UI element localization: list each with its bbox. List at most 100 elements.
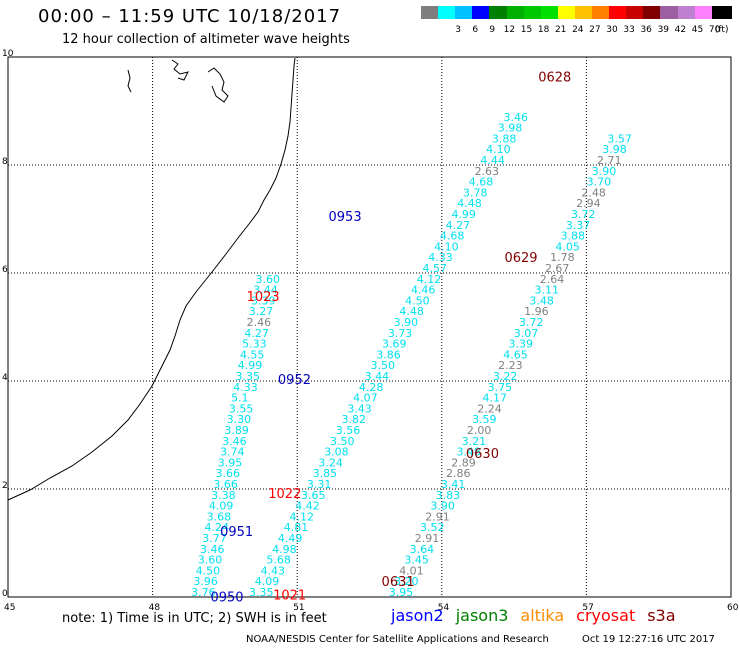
lon-tick-label: 51 (293, 603, 304, 613)
swh-value: 3.21 (462, 435, 487, 448)
legend-swatch (540, 6, 561, 19)
lat-tick-label: 8 (2, 157, 8, 167)
swh-value: 3.48 (456, 446, 481, 459)
legend-label: 30 (606, 25, 618, 35)
swh-value: 3.44 (253, 284, 277, 297)
swh-value: 3.86 (376, 348, 401, 361)
legend-swatch (660, 6, 681, 19)
legend-label: 39 (657, 25, 670, 35)
legend-label: 24 (572, 25, 584, 35)
lon-tick-label: 57 (582, 603, 593, 613)
legend-label: 70 (708, 25, 721, 35)
map-title: 00:00 – 11:59 UTC 10/18/2017 (38, 6, 342, 27)
swh-value: 3.27 (249, 305, 273, 318)
map-frame (7, 56, 732, 598)
swh-value: 3.66 (213, 478, 238, 491)
swh-value: 3.77 (202, 532, 227, 545)
swh-value: 4.99 (451, 208, 476, 221)
lat-tick-label: 0 (2, 589, 8, 599)
swh-value: 3.30 (227, 413, 252, 426)
swh-value: 3.45 (404, 554, 429, 567)
legend-swatch (455, 6, 476, 19)
swh-value: 3.41 (441, 478, 466, 491)
swh-value: 4.17 (482, 392, 507, 405)
coastline (7, 57, 296, 501)
swh-value: 4.48 (457, 197, 482, 210)
track-1: 3.763.964.503.603.463.774.243.684.093.38… (191, 273, 280, 599)
swh-value: 3.88 (492, 132, 516, 145)
swh-value: 4.48 (399, 305, 424, 318)
legend-swatch (609, 6, 630, 19)
swh-value: 3.75 (488, 381, 513, 394)
lon-tick-label: 45 (4, 603, 15, 613)
swh-value: 3.73 (388, 327, 413, 340)
swh-value: 3.85 (313, 467, 338, 480)
legend-swatch (574, 6, 595, 19)
swh-value: 3.56 (336, 424, 361, 437)
swh-value: 4.46 (411, 284, 436, 297)
swh-value: 4.27 (244, 327, 269, 340)
legend-label: 6 (472, 25, 479, 35)
swh-value: 3.89 (224, 424, 249, 437)
track-2: 3.354.094.435.684.984.494.814.124.423.65… (249, 111, 528, 599)
swh-value: 2.67 (545, 262, 570, 275)
swh-value: 4.57 (423, 262, 448, 275)
legend-swatch (694, 6, 715, 19)
swh-value: 3.35 (249, 586, 274, 599)
swh-value: 4.28 (359, 381, 384, 394)
legend-swatch (592, 6, 612, 19)
lat-tick-label: 10 (2, 49, 14, 59)
swh-value: 4.01 (399, 564, 424, 577)
swh-value: 3.74 (220, 446, 245, 459)
swh-value: 3.52 (420, 521, 445, 534)
swh-value: 3.98 (498, 122, 523, 135)
generated-timestamp: Oct 19 12:27:16 UTC 2017 (582, 634, 715, 645)
island-1 (127, 69, 132, 93)
swh-value: 3.39 (251, 294, 276, 307)
swh-value: 4.65 (503, 348, 528, 361)
lat-tick-label: 4 (2, 373, 8, 383)
swh-value: 3.46 (503, 111, 527, 124)
swh-value: 3.90 (394, 316, 419, 329)
pass-time-label: 1021 (273, 589, 306, 604)
swh-value: 4.43 (261, 564, 286, 577)
lon-tick-label: 54 (438, 603, 450, 613)
swh-value: 2.48 (581, 186, 606, 199)
swh-value: 3.39 (509, 338, 534, 351)
swh-value: 3.37 (566, 219, 591, 232)
swh-value: 2.91 (415, 532, 440, 545)
pass-time-label: 0628 (538, 70, 571, 85)
legend-label: 33 (623, 25, 635, 35)
swh-value: 3.22 (493, 370, 517, 383)
swh-value: 3.78 (463, 186, 488, 199)
swh-value: 4.68 (440, 230, 465, 243)
swh-value: 4.07 (353, 392, 378, 405)
legend-swatch (489, 6, 510, 19)
swh-value: 4.33 (233, 381, 258, 394)
swh-value: 4.55 (240, 348, 265, 361)
legend-label: 42 (674, 25, 687, 35)
satellite-legend: jason2 jason3 altika cryosat s3a (391, 606, 688, 625)
swh-value: 4.05 (555, 240, 580, 253)
swh-value: 1.96 (524, 305, 549, 318)
swh-value: 4.49 (278, 532, 303, 545)
swh-value: 2.63 (475, 165, 500, 178)
swh-value: 4.24 (204, 521, 229, 534)
swh-value: 3.07 (514, 327, 539, 340)
swh-value: 3.44 (365, 370, 390, 383)
swh-value: 4.99 (238, 359, 262, 372)
swh-value: 4.98 (272, 543, 297, 556)
swh-value: 3.95 (389, 586, 414, 599)
swh-value: 3.46 (200, 543, 225, 556)
track-3: 3.953.204.013.453.642.913.522.913.903.83… (389, 132, 632, 599)
swh-value: 3.72 (519, 316, 544, 329)
swh-value: 2.23 (498, 359, 523, 372)
swh-value: 4.27 (446, 219, 471, 232)
legend-label: 21 (554, 25, 567, 35)
swh-value: 3.66 (216, 467, 241, 480)
legend-swatch (421, 6, 441, 19)
swh-value: 3.50 (330, 435, 355, 448)
swh-value: 2.94 (576, 197, 601, 210)
swh-value: 4.42 (295, 500, 320, 513)
